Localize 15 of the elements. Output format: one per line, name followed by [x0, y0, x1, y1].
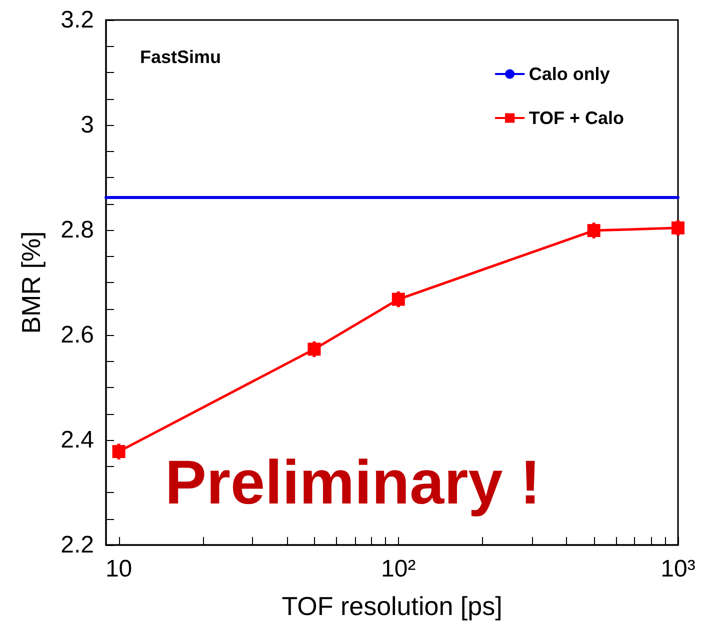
x-axis-title: TOF resolution [ps]	[282, 591, 502, 621]
x-tick-label: 10³	[660, 556, 696, 582]
y-axis-title: BMR [%]	[16, 231, 46, 334]
legend-label: Calo only	[528, 64, 610, 84]
x-tick-label: 10	[105, 556, 132, 582]
y-tick-label: 3	[80, 112, 94, 138]
annotation: FastSimu	[140, 47, 222, 67]
y-tick-label: 2.4	[60, 426, 94, 454]
x-tick-label: 10²	[381, 556, 416, 582]
legend-label: TOF + Calo	[528, 108, 624, 128]
y-tick-label: 2.6	[60, 322, 94, 348]
annotation: Preliminary !	[165, 448, 541, 518]
y-tick-label: 2.8	[60, 216, 94, 244]
y-tick-label: 3.2	[60, 6, 94, 34]
y-tick-label: 2.2	[60, 532, 94, 558]
